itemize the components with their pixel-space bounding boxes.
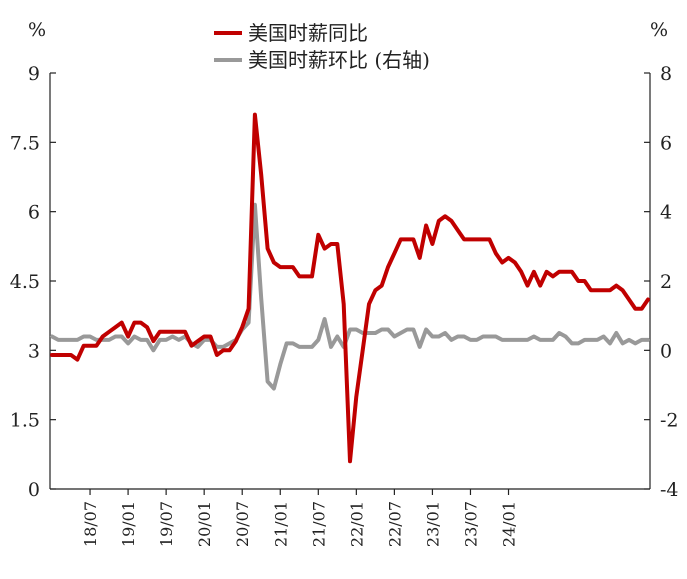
legend-label-yoy: 美国时薪同比 — [248, 21, 368, 45]
left-tick-label: 7.5 — [10, 132, 40, 154]
x-tick-label: 22/01 — [347, 501, 366, 547]
left-tick-label: 9 — [28, 63, 40, 85]
x-tick-label: 23/01 — [423, 501, 442, 547]
x-tick-label: 19/07 — [157, 501, 176, 547]
left-axis-ticks: 0 1.5 3 4.5 6 7.5 9 — [10, 63, 56, 501]
right-tick-label: 4 — [660, 202, 672, 224]
series-line-yoy — [50, 112, 650, 464]
right-axis-ticks: -4 -2 0 2 4 6 8 — [644, 63, 679, 501]
left-tick-label: 0 — [28, 479, 40, 501]
x-axis-ticks: 18/07 19/01 19/07 20/01 20/07 21/01 21/07 22/01… — [81, 489, 519, 547]
x-tick-label: 20/01 — [195, 501, 214, 547]
right-tick-label: 8 — [660, 63, 672, 85]
right-tick-label: 2 — [660, 271, 672, 293]
series-line-mom — [50, 202, 650, 391]
left-tick-label: 4.5 — [10, 271, 40, 293]
right-tick-label: 0 — [660, 340, 672, 362]
x-tick-label: 19/01 — [119, 501, 138, 547]
right-tick-label: 6 — [660, 132, 672, 154]
left-tick-label: 1.5 — [10, 410, 40, 432]
x-tick-label: 18/07 — [81, 501, 100, 547]
right-tick-label: -2 — [660, 410, 679, 432]
right-tick-label: -4 — [660, 479, 679, 501]
legend: 美国时薪同比 美国时薪环比 (右轴) — [214, 21, 430, 72]
x-tick-label: 21/01 — [271, 501, 290, 547]
left-axis-unit: % — [28, 19, 46, 41]
x-tick-label: 24/01 — [500, 501, 519, 547]
legend-label-mom: 美国时薪环比 (右轴) — [248, 48, 430, 72]
left-tick-label: 3 — [28, 340, 40, 362]
right-axis-unit: % — [650, 19, 668, 41]
left-tick-label: 6 — [28, 202, 40, 224]
x-tick-label: 22/07 — [385, 501, 404, 547]
x-tick-label: 23/07 — [461, 501, 480, 547]
x-tick-label: 20/07 — [233, 501, 252, 547]
x-tick-label: 21/07 — [309, 501, 328, 547]
series-layer — [50, 112, 650, 464]
